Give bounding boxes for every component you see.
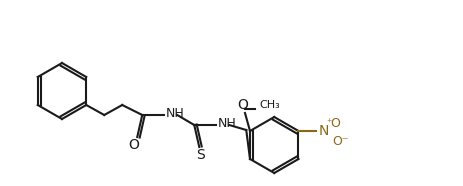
Text: NH: NH (218, 116, 237, 129)
Text: O: O (237, 98, 248, 112)
Text: ⁺: ⁺ (325, 118, 331, 128)
Text: O: O (127, 138, 138, 152)
Text: NH: NH (166, 107, 185, 119)
Text: CH₃: CH₃ (258, 100, 279, 110)
Text: O: O (330, 116, 340, 129)
Text: S: S (195, 148, 204, 162)
Text: O⁻: O⁻ (332, 134, 348, 147)
Text: N: N (318, 124, 328, 138)
